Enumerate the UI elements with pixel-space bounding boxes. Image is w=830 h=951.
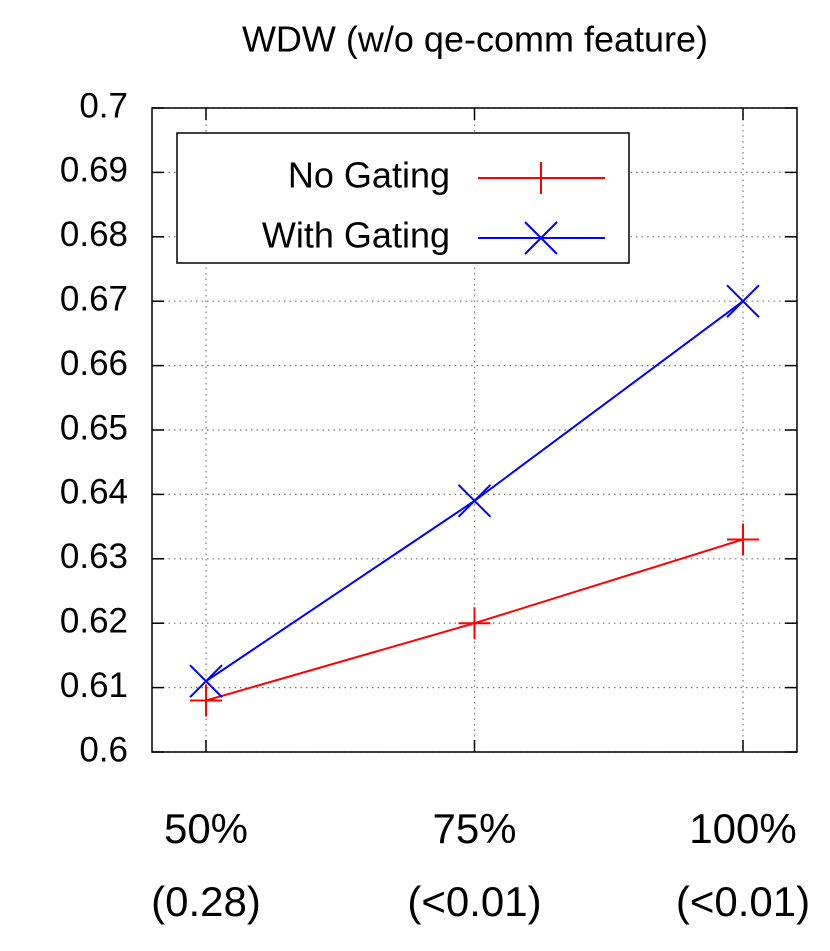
- x-tick-label: 75%: [432, 805, 516, 852]
- x-tick-note: (0.28): [151, 878, 261, 925]
- y-tick-label: 0.69: [60, 151, 128, 190]
- point-marker: [726, 284, 760, 318]
- point-marker: [524, 221, 558, 255]
- plot-frame: [151, 107, 798, 753]
- y-tick-label: 0.67: [60, 279, 128, 318]
- point-marker: [189, 664, 223, 698]
- point-marker: [525, 162, 557, 194]
- legend-label: With Gating: [262, 215, 450, 256]
- chart-title: WDW (w/o qe-comm feature): [242, 19, 708, 60]
- legend: [176, 132, 630, 264]
- y-tick-label: 0.66: [60, 344, 128, 383]
- point-marker: [457, 484, 492, 518]
- y-tick-label: 0.62: [60, 601, 128, 640]
- point-marker: [727, 523, 759, 556]
- point-marker: [190, 684, 222, 717]
- y-tick-label: 0.65: [60, 408, 128, 447]
- y-tick-label: 0.7: [79, 86, 128, 125]
- x-tick-label: 50%: [164, 805, 248, 852]
- x-tick-note: (<0.01): [676, 878, 810, 925]
- y-tick-label: 0.6: [79, 730, 128, 769]
- y-tick-label: 0.61: [60, 666, 128, 705]
- point-marker: [458, 607, 491, 640]
- y-tick-label: 0.68: [60, 215, 128, 254]
- x-tick-label: 100%: [689, 805, 796, 852]
- legend-label: No Gating: [288, 155, 450, 196]
- x-tick-note: (<0.01): [407, 878, 541, 925]
- y-tick-label: 0.64: [60, 473, 128, 512]
- y-tick-label: 0.63: [60, 537, 128, 576]
